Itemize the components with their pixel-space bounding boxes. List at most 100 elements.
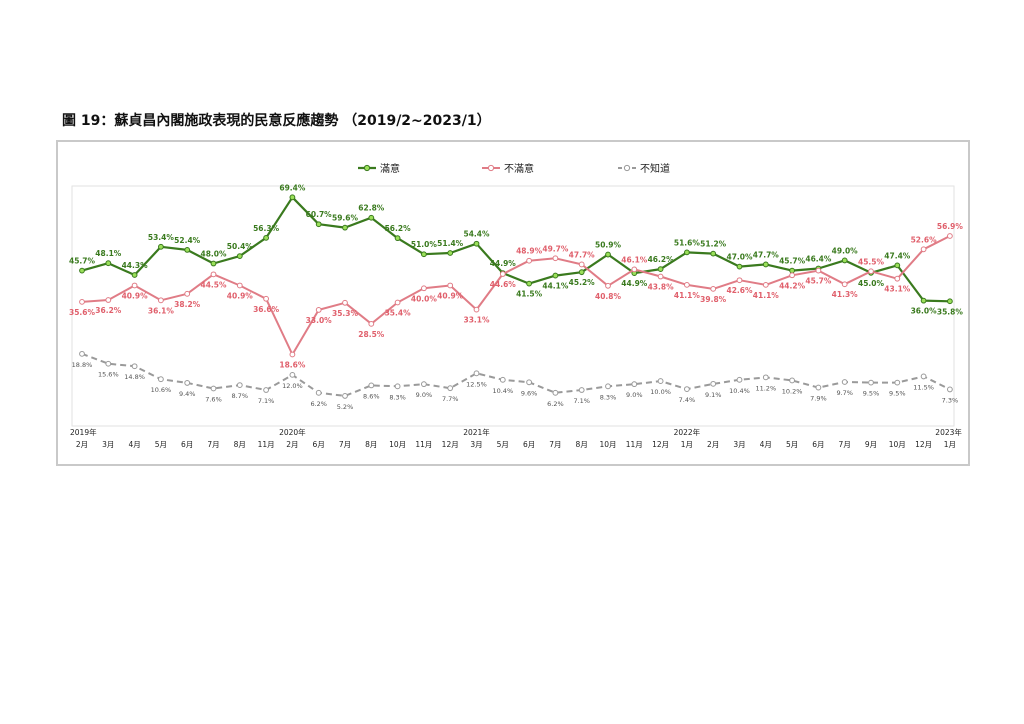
data-label-satisfied: 51.2% [700, 240, 727, 249]
x-axis-tick-label: 6月 [812, 440, 824, 449]
data-label-unsatisfied: 33.0% [306, 316, 333, 325]
data-point-unsatisfied [920, 246, 927, 253]
data-label-satisfied: 51.6% [674, 238, 701, 247]
data-label-layer: 45.7%48.1%44.3%53.4% 52.4%48.0%50.4%56.3%… [69, 183, 963, 411]
data-label-unsatisfied: 43.1% [884, 285, 911, 294]
data-point-satisfied [184, 247, 191, 253]
x-axis-tick-label: 6月 [313, 440, 325, 449]
data-point-unknown [289, 371, 296, 378]
data-label-unsatisfied: 38.2% [174, 300, 201, 309]
data-point-satisfied [394, 235, 401, 242]
data-point-unsatisfied [841, 281, 848, 288]
data-point-unsatisfied [158, 297, 164, 304]
data-label-unsatisfied: 45.5% [858, 257, 885, 266]
data-label-unknown: 8.6% [363, 392, 380, 400]
data-label-unknown: 9.5% [889, 390, 906, 398]
data-label-unsatisfied: 35.4% [385, 308, 412, 317]
data-label-satisfied: 47.4% [884, 251, 911, 260]
data-label-satisfied: 45.2% [569, 278, 596, 287]
data-label-unknown: 15.6% [98, 371, 119, 379]
data-label-unknown: 8.3% [389, 393, 406, 401]
x-axis-tick-label: 11月 [415, 440, 432, 449]
data-point-unknown [526, 379, 533, 386]
data-label-satisfied: 48.0% [200, 250, 227, 259]
x-axis-tick-label: 8月 [365, 440, 377, 449]
data-point-unsatisfied [499, 271, 506, 277]
data-label-satisfied: 45.0% [858, 279, 885, 288]
data-point-unknown [315, 389, 322, 396]
x-axis: 2019年 2020年 2021年 2022年 2023年 2月 3月 4月 5月 6月 7月 8月 1… [70, 427, 962, 449]
data-label-satisfied: 51.4% [437, 239, 464, 248]
data-point-unknown [236, 382, 243, 388]
data-point-unknown [947, 386, 953, 393]
data-point-unknown [710, 380, 717, 387]
data-label-unsatisfied: 56.9% [937, 222, 964, 231]
x-axis-tick-label: 2月 [76, 440, 88, 449]
data-point-satisfied [578, 269, 585, 276]
data-label-unsatisfied: 36.2% [95, 306, 122, 315]
data-point-unsatisfied [578, 261, 585, 268]
legend-marker-unknown [623, 164, 631, 172]
data-point-satisfied [368, 214, 375, 221]
data-label-unsatisfied: 44.2% [779, 281, 806, 290]
data-point-unknown [605, 383, 611, 390]
data-label-unknown: 9.1% [705, 391, 722, 399]
data-label-satisfied: 41.5% [516, 290, 543, 299]
x-axis-year-label: 2020年 [279, 427, 306, 437]
data-point-unknown [79, 350, 85, 357]
data-label-unknown: 8.3% [600, 393, 617, 401]
data-point-unknown [368, 382, 375, 389]
data-point-unsatisfied [631, 266, 638, 273]
x-axis-tick-label: 12月 [652, 440, 669, 449]
x-axis-tick-label: 12月 [442, 440, 459, 449]
x-axis-tick-label: 1月 [944, 440, 956, 449]
data-point-unsatisfied [473, 306, 480, 313]
data-label-unsatisfied: 48.9% [516, 247, 543, 256]
data-label-unknown: 10.6% [151, 386, 172, 394]
data-label-unsatisfied: 35.3% [332, 309, 359, 318]
x-axis-tick-label: 6月 [523, 440, 535, 449]
data-label-unknown: 10.4% [492, 387, 513, 395]
data-label-satisfied: 60.7% [306, 210, 333, 219]
data-label-satisfied: 56.2% [385, 224, 412, 233]
data-label-unsatisfied: 36.6% [253, 305, 280, 314]
data-point-unsatisfied [710, 285, 717, 292]
data-label-satisfied: 44.9% [490, 259, 517, 268]
x-axis-tick-label: 11月 [258, 440, 275, 449]
data-label-satisfied: 52.4% [174, 236, 201, 245]
x-axis-tick-label: 4月 [760, 440, 772, 449]
data-point-unknown [762, 374, 769, 381]
data-label-unsatisfied: 41.1% [674, 291, 701, 300]
data-point-unknown [868, 379, 874, 386]
data-label-unsatisfied: 40.0% [411, 294, 438, 303]
data-point-satisfied [605, 251, 611, 258]
data-label-unknown: 7.9% [810, 395, 827, 403]
data-label-satisfied: 48.1% [95, 249, 122, 258]
data-point-satisfied [920, 297, 927, 304]
x-axis-tick-label: 7月 [839, 440, 851, 449]
data-label-unsatisfied: 40.8% [595, 292, 622, 301]
data-label-satisfied: 44.9% [621, 279, 648, 288]
x-axis-tick-label: 6月 [181, 440, 193, 449]
x-axis-year-label: 2022年 [674, 427, 701, 437]
data-label-unknown: 8.7% [232, 392, 249, 400]
data-label-satisfied: 56.3% [253, 224, 280, 233]
plot-area-border [71, 185, 955, 427]
data-point-unknown [789, 377, 795, 384]
data-label-unsatisfied: 35.6% [69, 308, 96, 317]
x-axis-tick-label: 10月 [389, 440, 406, 449]
data-point-satisfied [315, 221, 322, 228]
data-label-satisfied: 44.1% [542, 282, 569, 291]
data-point-unsatisfied [762, 281, 769, 288]
data-point-satisfied [447, 250, 454, 256]
data-label-unknown: 9.4% [179, 390, 196, 398]
data-point-satisfied [236, 253, 243, 259]
data-point-unknown [184, 380, 191, 386]
x-axis-tick-label: 7月 [207, 440, 219, 449]
data-point-unknown [841, 379, 848, 385]
data-point-unsatisfied [815, 267, 822, 274]
data-label-unknown: 7.1% [258, 397, 275, 405]
data-label-satisfied: 49.0% [832, 246, 859, 255]
data-point-unsatisfied [605, 282, 611, 289]
trend-line-chart: 滿意 不滿意 不知道 45.7%48.1%44.3%53.4% 52.4%48.0%5… [69, 162, 963, 449]
